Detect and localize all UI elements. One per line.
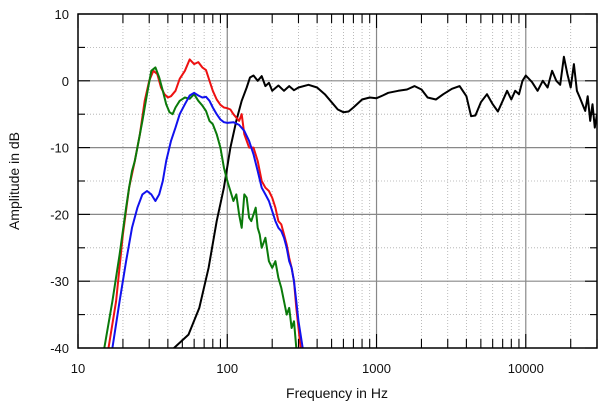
series-line (111, 91, 304, 348)
series-line (103, 66, 298, 348)
x-tick-label: 1000 (362, 361, 391, 376)
y-tick-label: -40 (50, 341, 69, 356)
y-tick-label: -30 (50, 274, 69, 289)
series-group (103, 55, 597, 348)
y-tick-label: 0 (62, 74, 69, 89)
grid (78, 14, 598, 348)
x-tick-label: 10 (71, 361, 85, 376)
y-tick-label: -20 (50, 207, 69, 222)
x-tick-label: 100 (216, 361, 238, 376)
x-axis-label: Frequency in Hz (286, 385, 388, 401)
series-line (107, 58, 302, 348)
x-tick-label: 10000 (508, 361, 544, 376)
tick-marks (77, 13, 598, 349)
y-axis-label: Amplitude in dB (6, 132, 22, 230)
y-tick-label: -10 (50, 141, 69, 156)
series-line (173, 55, 597, 348)
y-tick-label: 10 (55, 7, 69, 22)
